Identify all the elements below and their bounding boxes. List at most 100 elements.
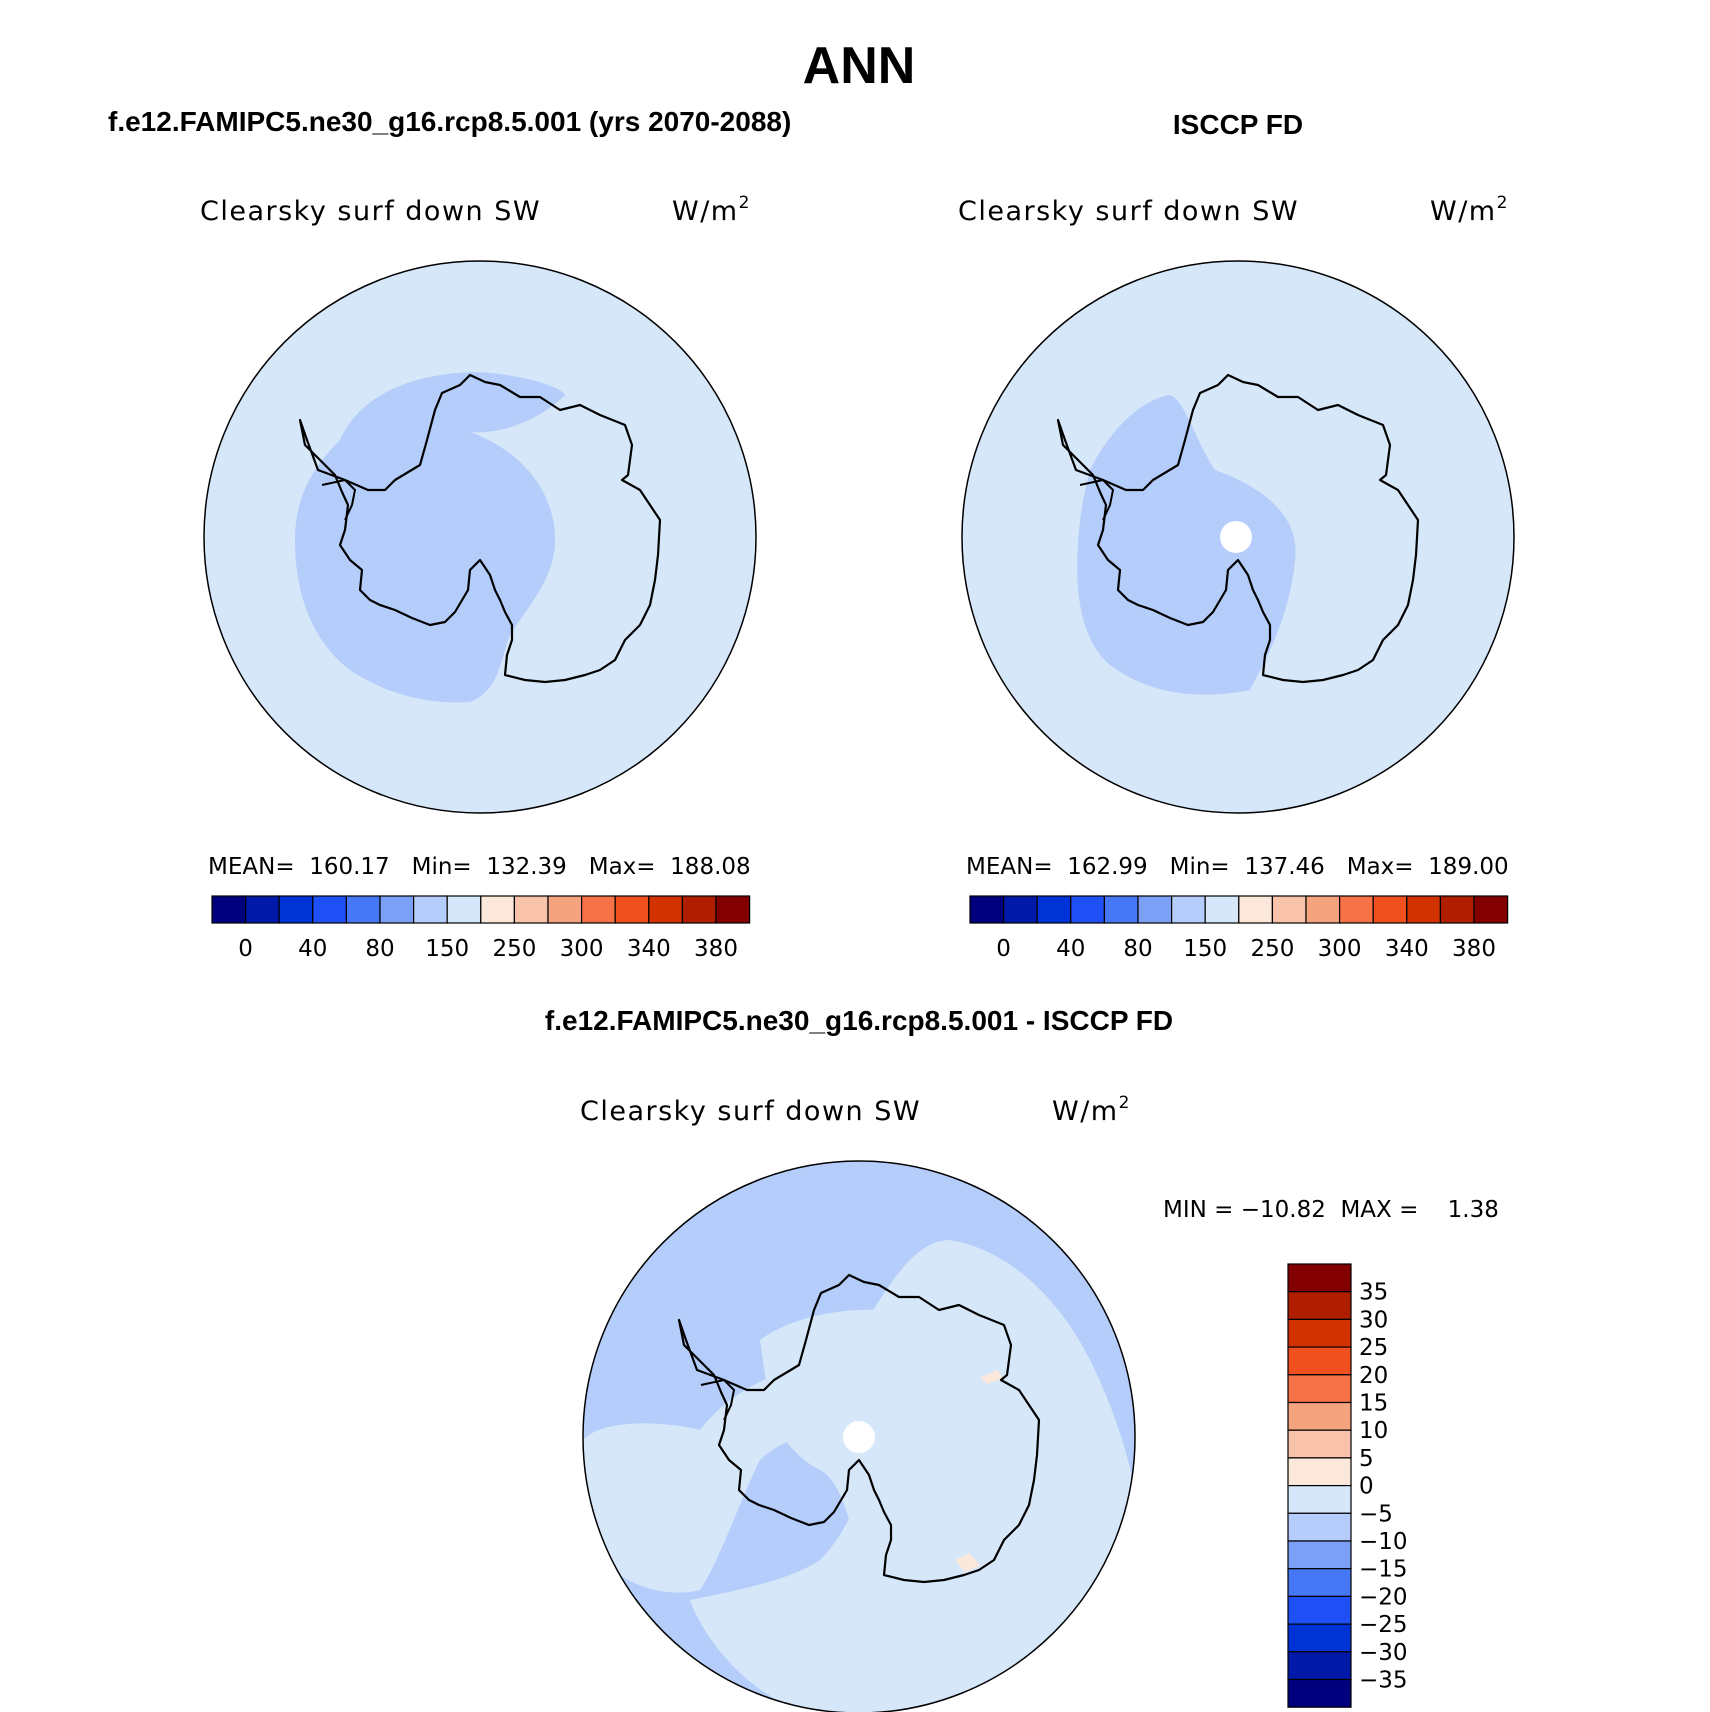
panel-model: f.e12.FAMIPC5.ne30_g16.rcp8.5.001 (yrs 2…: [108, 106, 791, 962]
panel-model-colorbar: 0 40 80 150 250 300 340 380: [211, 895, 751, 962]
panel-model-colorbar-swatch: [648, 895, 683, 924]
panel-model-border: [203, 260, 757, 814]
panel-model-map: [203, 260, 757, 814]
panel-model-stats: MEAN= 160.17 Min= 132.39 Max= 188.08: [208, 854, 751, 880]
panel-obs-colorbar-label: 150: [1183, 936, 1227, 962]
panel-obs-colorbar-label: 40: [1056, 936, 1085, 962]
panel-diff-pole-hole: [843, 1421, 875, 1453]
panel-diff-colorbar-label: −15: [1359, 1557, 1408, 1583]
panel-model-colorbar-swatch: [312, 895, 347, 924]
panel-obs-colorbar-label: 250: [1250, 936, 1294, 962]
panel-obs-colorbar-swatch: [1439, 895, 1475, 924]
panel-diff-colorbar-swatch: [1287, 1318, 1352, 1348]
panel-model-peninsula-line: [321, 478, 357, 521]
panel-model-colorbar-swatch: [480, 895, 515, 924]
panel-obs-colorbar-swatch: [1036, 895, 1072, 924]
panel-obs-case-title: ISCCP FD: [1173, 109, 1303, 140]
panel-model-colorbar-swatch: [446, 895, 482, 924]
panel-obs-colorbar-swatch: [1372, 895, 1408, 924]
panel-diff-title: f.e12.FAMIPC5.ne30_g16.rcp8.5.001 - ISCC…: [545, 1005, 1173, 1036]
panel-diff-colorbar-label: 25: [1359, 1335, 1388, 1361]
page-title: ANN: [803, 37, 916, 95]
panel-diff: f.e12.FAMIPC5.ne30_g16.rcp8.5.001 - ISCC…: [545, 1005, 1499, 1712]
panel-obs-stats: MEAN= 162.99 Min= 137.46 Max= 189.00: [966, 854, 1509, 880]
panel-diff-colorbar-label: −30: [1359, 1640, 1408, 1666]
panel-diff-colorbar-swatch: [1287, 1484, 1352, 1514]
panel-model-colorbar-swatch: [345, 895, 381, 924]
panel-obs-colorbar-label: 340: [1385, 936, 1429, 962]
panel-obs-border: [961, 260, 1515, 814]
panel-diff-colorbar-swatch: [1287, 1346, 1352, 1376]
panel-model-colorbar-label: 150: [425, 936, 469, 962]
panel-obs-colorbar-swatch: [1204, 895, 1240, 924]
panel-diff-light-region: [583, 1240, 1135, 1712]
panel-diff-colorbar-label: 35: [1359, 1280, 1388, 1306]
panel-obs-units: W/m2: [1430, 193, 1509, 227]
panel-model-variable: Clearsky surf down SW: [200, 196, 541, 227]
panel-diff-colorbar-label: −10: [1359, 1529, 1408, 1555]
panel-model-colorbar-swatch: [580, 895, 616, 924]
panel-diff-colorbar-swatch: [1287, 1678, 1352, 1708]
panel-obs-variable: Clearsky surf down SW: [958, 196, 1299, 227]
panel-model-colorbar-swatch: [211, 895, 247, 924]
panel-diff-colorbar-label: 5: [1359, 1446, 1374, 1472]
panel-diff-colorbar-swatch: [1287, 1429, 1352, 1459]
panel-obs-colorbar-swatch: [1103, 895, 1139, 924]
panel-obs-colorbar-swatch: [1305, 895, 1341, 924]
panel-diff-inner-light: [760, 1309, 1030, 1581]
panel-model-colorbar-label: 40: [298, 936, 327, 962]
panel-diff-colorbar-label: −5: [1359, 1501, 1393, 1527]
panel-model-colorbar-label: 250: [492, 936, 536, 962]
panel-obs-peninsula-line: [1079, 478, 1115, 521]
panel-diff-border: [582, 1160, 1136, 1712]
panel-diff-colorbar-swatch: [1287, 1623, 1352, 1653]
panel-obs-colorbar-label: 380: [1452, 936, 1496, 962]
panel-diff-map: [582, 1160, 1136, 1712]
panel-obs-colorbar-swatch: [1338, 895, 1374, 924]
panel-model-colorbar-swatch: [547, 895, 583, 924]
panel-diff-colorbar-label: 30: [1359, 1307, 1388, 1333]
panel-diff-colorbar-swatch: [1287, 1291, 1352, 1320]
panel-diff-colorbar-swatch: [1287, 1401, 1352, 1431]
panel-model-colorbar-label: 340: [627, 936, 671, 962]
panel-obs-colorbar: 0 40 80 150 250 300 340 380: [969, 895, 1509, 962]
panel-obs: ISCCP FD Clearsky surf down SW W/m2 MEAN…: [958, 109, 1515, 962]
panel-diff-coastline: [677, 1273, 1041, 1584]
panel-model-colorbar-label: 0: [238, 936, 253, 962]
panel-diff-colorbar-swatch: [1287, 1512, 1352, 1542]
panel-diff-colorbar-swatch: [1287, 1457, 1352, 1487]
panel-model-colorbar-swatch: [715, 895, 751, 924]
panel-obs-colorbar-swatch: [1271, 895, 1307, 924]
panel-diff-positive-patch-2: [980, 1370, 1003, 1384]
panel-obs-colorbar-label: 0: [996, 936, 1011, 962]
panel-model-colorbar-swatch: [245, 895, 280, 924]
panel-diff-positive-patch: [955, 1553, 980, 1572]
panel-obs-coastline: [1056, 373, 1420, 684]
panel-diff-colorbar-swatch: [1287, 1374, 1352, 1404]
panel-obs-map: [961, 260, 1515, 814]
panel-diff-colorbar-label: 10: [1359, 1418, 1388, 1444]
panel-diff-colorbar-swatch: [1287, 1568, 1352, 1597]
panel-obs-colorbar-label: 80: [1123, 936, 1152, 962]
panel-model-colorbar-swatch: [413, 895, 448, 924]
panel-obs-colorbar-swatch: [1070, 895, 1106, 924]
panel-obs-colorbar-swatch: [1473, 895, 1509, 924]
panel-obs-colorbar-swatch: [1170, 895, 1206, 924]
panel-diff-colorbar-swatch: [1287, 1595, 1352, 1625]
panel-model-colorbar-swatch: [513, 895, 549, 924]
panel-obs-band-region: [1077, 395, 1296, 695]
panel-diff-colorbar-label: 15: [1359, 1391, 1388, 1417]
panel-obs-colorbar-swatch: [1002, 895, 1038, 924]
panel-diff-colorbar-label: 0: [1359, 1474, 1374, 1500]
panel-model-case-title: f.e12.FAMIPC5.ne30_g16.rcp8.5.001 (yrs 2…: [108, 106, 791, 137]
panel-model-units: W/m2: [672, 193, 751, 227]
panel-model-coastline: [298, 373, 662, 684]
panel-obs-colorbar-swatch: [969, 895, 1005, 924]
panel-diff-minmax: MIN = −10.82 MAX = 1.38: [1163, 1197, 1499, 1223]
panel-model-colorbar-label: 80: [365, 936, 394, 962]
panel-obs-colorbar-swatch: [1406, 895, 1442, 924]
panel-diff-colorbar-swatch: [1287, 1263, 1352, 1293]
panel-diff-variable: Clearsky surf down SW: [580, 1096, 921, 1127]
panel-diff-colorbar-label: 20: [1359, 1363, 1388, 1389]
